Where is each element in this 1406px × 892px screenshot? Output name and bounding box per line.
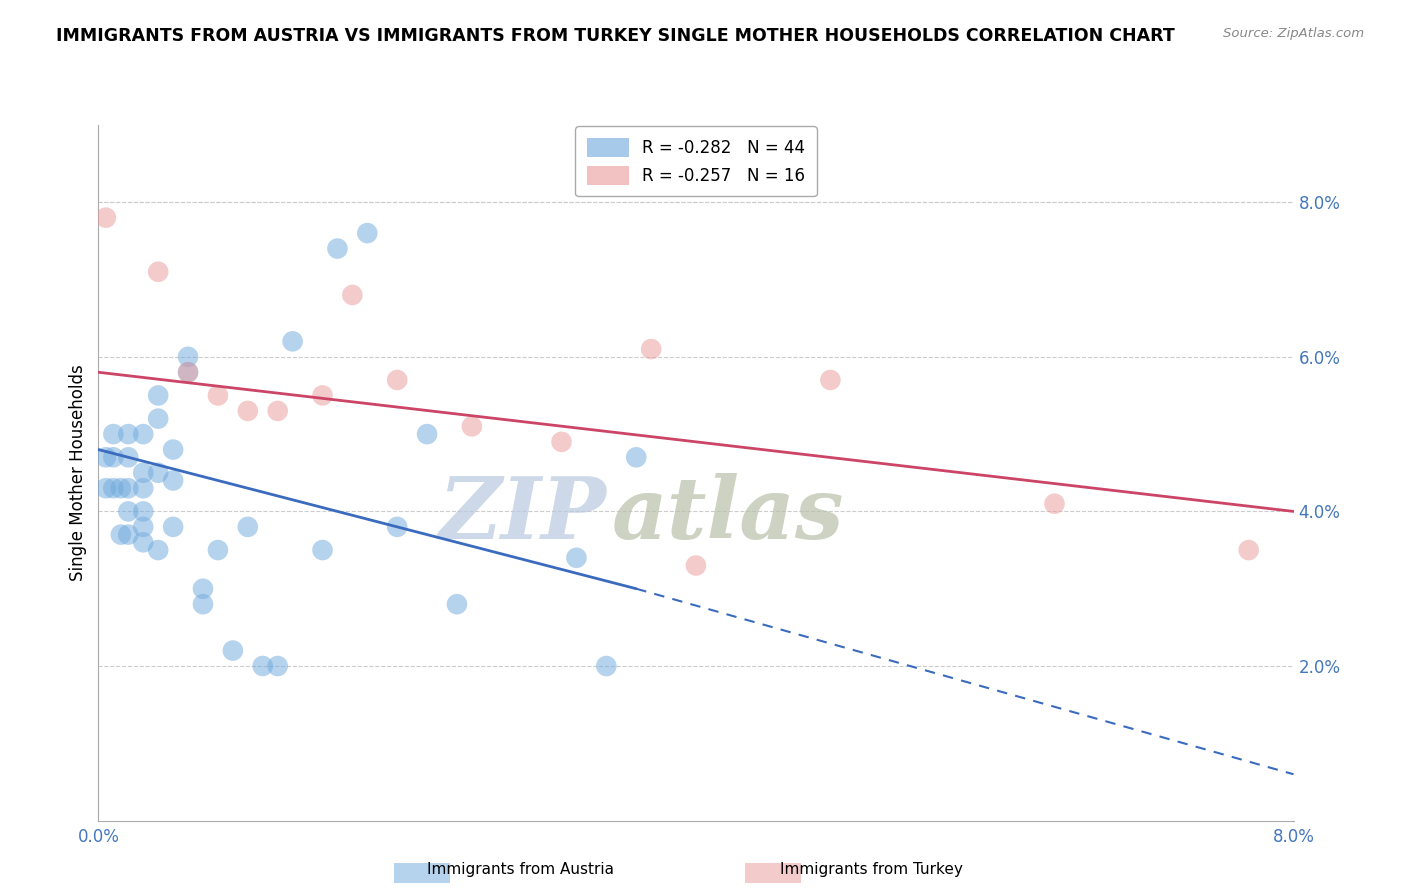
Point bbox=[177, 365, 200, 379]
Text: ZIP: ZIP bbox=[439, 473, 606, 557]
Point bbox=[191, 582, 214, 596]
Point bbox=[222, 643, 245, 657]
Point bbox=[236, 520, 259, 534]
Point bbox=[685, 558, 707, 573]
Text: IMMIGRANTS FROM AUSTRIA VS IMMIGRANTS FROM TURKEY SINGLE MOTHER HOUSEHOLDS CORRE: IMMIGRANTS FROM AUSTRIA VS IMMIGRANTS FR… bbox=[56, 27, 1175, 45]
Point bbox=[267, 659, 290, 673]
Point bbox=[162, 474, 184, 488]
Point bbox=[148, 265, 170, 279]
Point bbox=[148, 388, 170, 402]
Point bbox=[191, 597, 214, 611]
Point bbox=[148, 466, 170, 480]
Point bbox=[162, 520, 184, 534]
Point bbox=[461, 419, 484, 434]
Point bbox=[94, 211, 117, 225]
Point bbox=[820, 373, 842, 387]
Text: Source: ZipAtlas.com: Source: ZipAtlas.com bbox=[1223, 27, 1364, 40]
Point bbox=[117, 527, 139, 541]
Point bbox=[177, 365, 200, 379]
Point bbox=[595, 659, 617, 673]
Point bbox=[446, 597, 468, 611]
Point bbox=[416, 427, 439, 442]
Point bbox=[385, 520, 409, 534]
Point bbox=[207, 388, 229, 402]
Point bbox=[110, 481, 132, 495]
Point bbox=[1237, 543, 1260, 558]
Point bbox=[94, 481, 117, 495]
Point bbox=[132, 520, 155, 534]
Point bbox=[132, 535, 155, 549]
Point bbox=[132, 466, 155, 480]
Point bbox=[207, 543, 229, 558]
Text: Immigrants from Austria: Immigrants from Austria bbox=[426, 863, 614, 877]
Point bbox=[326, 242, 349, 256]
Point bbox=[162, 442, 184, 457]
Point bbox=[117, 481, 139, 495]
Point bbox=[252, 659, 274, 673]
Point bbox=[236, 404, 259, 418]
Point bbox=[624, 450, 647, 465]
Point bbox=[385, 373, 409, 387]
Point bbox=[103, 427, 125, 442]
Point bbox=[132, 504, 155, 518]
Point bbox=[103, 450, 125, 465]
Y-axis label: Single Mother Households: Single Mother Households bbox=[69, 365, 87, 581]
Text: atlas: atlas bbox=[613, 473, 845, 557]
Point bbox=[177, 350, 200, 364]
Legend: R = -0.282   N = 44, R = -0.257   N = 16: R = -0.282 N = 44, R = -0.257 N = 16 bbox=[575, 127, 817, 196]
Point bbox=[311, 543, 333, 558]
Point bbox=[640, 342, 662, 356]
Point bbox=[1043, 497, 1066, 511]
Point bbox=[148, 411, 170, 425]
Point bbox=[117, 427, 139, 442]
Point bbox=[342, 288, 364, 302]
Point bbox=[110, 527, 132, 541]
Point bbox=[148, 543, 170, 558]
Point bbox=[132, 481, 155, 495]
Text: Immigrants from Turkey: Immigrants from Turkey bbox=[780, 863, 963, 877]
Point bbox=[550, 434, 572, 449]
Point bbox=[103, 481, 125, 495]
Point bbox=[132, 427, 155, 442]
Point bbox=[565, 550, 588, 565]
Point bbox=[311, 388, 333, 402]
Point bbox=[356, 226, 378, 240]
Point bbox=[117, 450, 139, 465]
Point bbox=[267, 404, 290, 418]
Point bbox=[117, 504, 139, 518]
Point bbox=[94, 450, 117, 465]
Point bbox=[281, 334, 304, 349]
